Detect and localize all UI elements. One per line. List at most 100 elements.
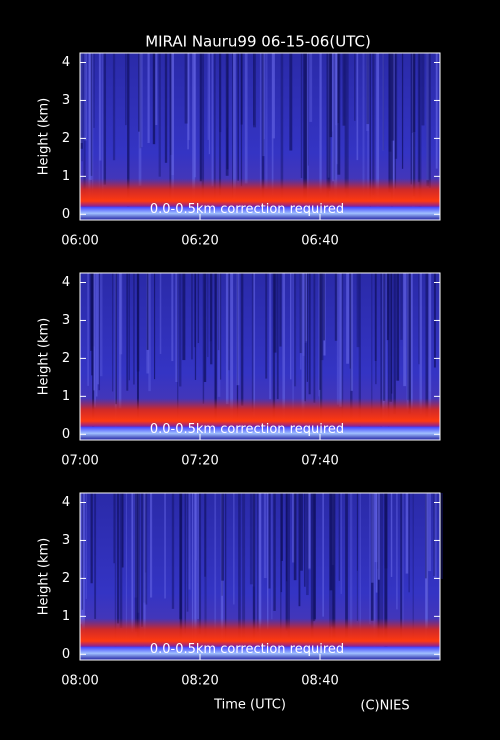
noise-stripe — [217, 273, 221, 397]
noise-stripe — [191, 273, 193, 360]
noise-stripe — [412, 493, 414, 647]
near-ground — [80, 426, 440, 440]
noise-stripe — [313, 273, 316, 403]
noise-stripe — [376, 53, 380, 211]
noise-stripe — [374, 493, 378, 563]
noise-stripe — [389, 273, 393, 402]
noise-stripe — [265, 53, 268, 190]
noise-stripe — [102, 53, 104, 201]
noise-stripe — [91, 53, 94, 196]
noise-stripe — [197, 273, 200, 344]
y-tick-label: 1 — [62, 389, 70, 404]
noise-stripe — [273, 273, 277, 353]
noise-stripe — [188, 493, 191, 590]
noise-stripe — [386, 273, 389, 341]
noise-stripe — [419, 273, 422, 414]
noise-stripe — [195, 493, 197, 561]
noise-stripe — [433, 493, 436, 577]
y-tick-label: 2 — [62, 351, 70, 366]
noise-stripe — [127, 53, 130, 210]
noise-stripe — [375, 273, 377, 385]
noise-stripe — [298, 493, 301, 607]
noise-stripe — [99, 273, 103, 377]
noise-stripe — [269, 273, 272, 400]
y-tick-label: 4 — [62, 495, 70, 510]
noise-stripe — [141, 53, 143, 148]
noise-stripe — [194, 273, 197, 380]
noise-stripe — [390, 53, 393, 218]
noise-stripe — [210, 273, 213, 365]
x-tick-label: 06:40 — [301, 234, 338, 249]
y-tick-label: 1 — [62, 609, 70, 624]
y-tick-label: 4 — [62, 275, 70, 290]
near-ground — [80, 206, 440, 220]
noise-stripe — [232, 53, 236, 200]
noise-stripe — [256, 493, 259, 632]
noise-stripe — [193, 53, 197, 178]
noise-stripe — [225, 273, 229, 405]
y-axis-label: Height (km) — [37, 538, 52, 615]
noise-stripe — [349, 273, 351, 369]
noise-stripe — [439, 493, 443, 579]
noise-stripe — [279, 273, 282, 347]
heatmap — [79, 52, 441, 221]
noise-stripe — [346, 273, 350, 364]
noise-stripe — [96, 273, 98, 397]
noise-stripe — [406, 273, 409, 411]
noise-stripe — [428, 273, 432, 422]
noise-stripe — [146, 273, 149, 350]
x-axis-label: Time (UTC) — [213, 698, 286, 713]
noise-stripe — [147, 53, 150, 143]
noise-stripe — [304, 273, 308, 342]
noise-stripe — [240, 273, 244, 405]
noise-stripe — [133, 273, 135, 385]
noise-stripe — [334, 53, 338, 205]
credit: (C)NIES — [360, 699, 409, 714]
y-tick-label: 3 — [62, 313, 70, 328]
noise-stripe — [356, 53, 359, 161]
noise-stripe — [336, 273, 339, 405]
noise-stripe — [119, 493, 123, 628]
noise-stripe — [179, 493, 182, 620]
noise-stripe — [136, 493, 140, 642]
noise-stripe — [265, 273, 268, 379]
noise-stripe — [273, 493, 276, 611]
noise-stripe — [394, 53, 398, 159]
noise-stripe — [332, 53, 336, 180]
noise-stripe — [154, 273, 156, 380]
noise-stripe — [125, 493, 128, 658]
noise-stripe — [362, 53, 365, 207]
noise-stripe — [428, 493, 432, 572]
noise-stripe — [175, 273, 178, 383]
y-tick-label: 0 — [62, 427, 70, 442]
noise-stripe — [411, 53, 413, 134]
noise-stripe — [164, 53, 168, 163]
y-tick-label: 3 — [62, 93, 70, 108]
noise-stripe — [236, 273, 240, 386]
x-tick-label: 07:00 — [61, 454, 98, 469]
noise-stripe — [93, 273, 95, 391]
noise-stripe — [338, 493, 340, 581]
noise-stripe — [112, 53, 116, 161]
noise-stripe — [417, 53, 420, 183]
noise-stripe — [418, 273, 420, 365]
noise-stripe — [303, 53, 306, 202]
noise-stripe — [304, 53, 308, 210]
noise-stripe — [182, 273, 186, 361]
y-tick-label: 2 — [62, 131, 70, 146]
noise-stripe — [300, 493, 303, 571]
noise-stripe — [266, 493, 269, 630]
noise-stripe — [342, 53, 346, 126]
noise-stripe — [199, 53, 202, 182]
noise-stripe — [369, 53, 371, 212]
noise-stripe — [384, 493, 388, 569]
noise-stripe — [382, 53, 384, 151]
noise-stripe — [401, 53, 404, 169]
noise-stripe — [115, 273, 117, 405]
heatmap — [79, 492, 443, 661]
noise-stripe — [304, 493, 306, 587]
noise-stripe — [433, 493, 437, 579]
noise-stripe — [407, 273, 409, 401]
noise-stripe — [94, 273, 96, 408]
noise-stripe — [400, 273, 403, 340]
